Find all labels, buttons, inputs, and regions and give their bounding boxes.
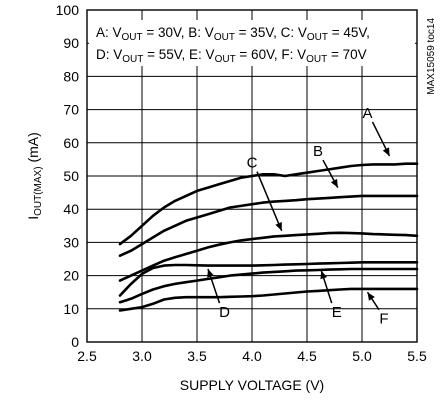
series-label-E: E (332, 304, 342, 321)
legend-entry-subscript: OUT (215, 54, 236, 65)
legend-entry-prefix: B: V (185, 25, 214, 40)
x-tick-label: 3.0 (132, 348, 152, 364)
legend-entry-suffix: = 30V, (143, 25, 185, 40)
figure-id-note: MAX15059 toc14 (426, 18, 437, 95)
legend-entry-subscript: OUT (306, 54, 327, 65)
y-tick-label: 50 (63, 168, 79, 184)
legend-entry-subscript: OUT (307, 32, 328, 43)
x-axis-label: SUPPLY VOLTAGE (V) (180, 377, 324, 393)
series-line-C (118, 231, 419, 282)
series-label-C: C (247, 155, 258, 172)
x-tick-label: 4.0 (242, 348, 262, 364)
series-line-F (118, 287, 419, 312)
legend-line-2: D: VOUT = 55V, E: VOUT = 60V, F: VOUT = … (96, 47, 367, 65)
y-tick-label: 20 (63, 268, 79, 284)
series-arrowhead-C (275, 222, 282, 231)
series-pointer-C (256, 171, 283, 232)
y-tick-label: 40 (63, 201, 79, 217)
legend-entry-suffix: = 45V, (328, 25, 370, 40)
series-arrowhead-A (382, 147, 390, 157)
series-line-A (118, 162, 419, 246)
series-label-D: D (219, 304, 230, 321)
tick-labels: 2.5 3.0 3.5 4.0 4.5 5.0 5.5 0 10 20 30 40 50 60 70 80 90… (56, 2, 427, 364)
legend-entry-subscript: OUT (122, 54, 143, 65)
series-label-B: B (313, 143, 323, 160)
legend-entry-suffix: = 35V, (235, 25, 277, 40)
y-tick-label: 100 (56, 2, 80, 18)
series-pointers: A B C D E F (207, 105, 391, 328)
y-tick-label: 90 (63, 35, 79, 51)
y-axis-label-unit: (mA) (25, 132, 41, 166)
y-tick-label: 80 (63, 68, 79, 84)
legend-entry-prefix: F: V (278, 47, 307, 62)
legend-line-1: A: VOUT = 30V, B: VOUT = 35V, C: VOUT = … (96, 25, 370, 43)
x-tick-label: 2.5 (77, 348, 97, 364)
y-axis-label-main: I (25, 216, 41, 220)
legend-entry-subscript: OUT (214, 32, 235, 43)
legend-entry-suffix: = 55V, (143, 47, 185, 62)
series-arrowhead-B (330, 178, 338, 188)
legend-entry-prefix: C: V (277, 25, 307, 40)
x-tick-label: 5.5 (407, 348, 427, 364)
y-tick-label: 70 (63, 102, 79, 118)
series-arrowhead-D (207, 268, 214, 278)
series-line-E (118, 267, 419, 304)
y-tick-label: 10 (63, 301, 79, 317)
legend-entry-subscript: OUT (122, 32, 143, 43)
x-tick-label: 5.0 (352, 348, 372, 364)
legend-entry-suffix: = 60V, (236, 47, 278, 62)
y-tick-label: 60 (63, 135, 79, 151)
y-axis-label-sub: OUT(MAX) (33, 166, 44, 215)
series-line-D (118, 261, 419, 297)
legend-box-bg (89, 20, 415, 66)
series-label-F: F (379, 311, 388, 328)
y-tick-label: 30 (63, 234, 79, 250)
legend-entry-suffix: = 70V (327, 47, 366, 62)
series-curves (118, 162, 419, 312)
y-axis-label: IOUT(MAX) (mA) (25, 132, 44, 220)
series-label-A: A (362, 105, 372, 122)
legend-entry-prefix: A: V (96, 25, 122, 40)
legend-entry-prefix: D: V (96, 47, 122, 62)
y-tick-label: 0 (71, 334, 79, 350)
series-arrowhead-E (320, 270, 328, 280)
x-tick-label: 3.5 (187, 348, 207, 364)
series-arrowhead-F (367, 292, 375, 301)
plot-frame (86, 9, 418, 343)
legend-entry-prefix: E: V (185, 47, 214, 62)
series-line-B (118, 194, 419, 257)
x-tick-label: 4.5 (297, 348, 317, 364)
